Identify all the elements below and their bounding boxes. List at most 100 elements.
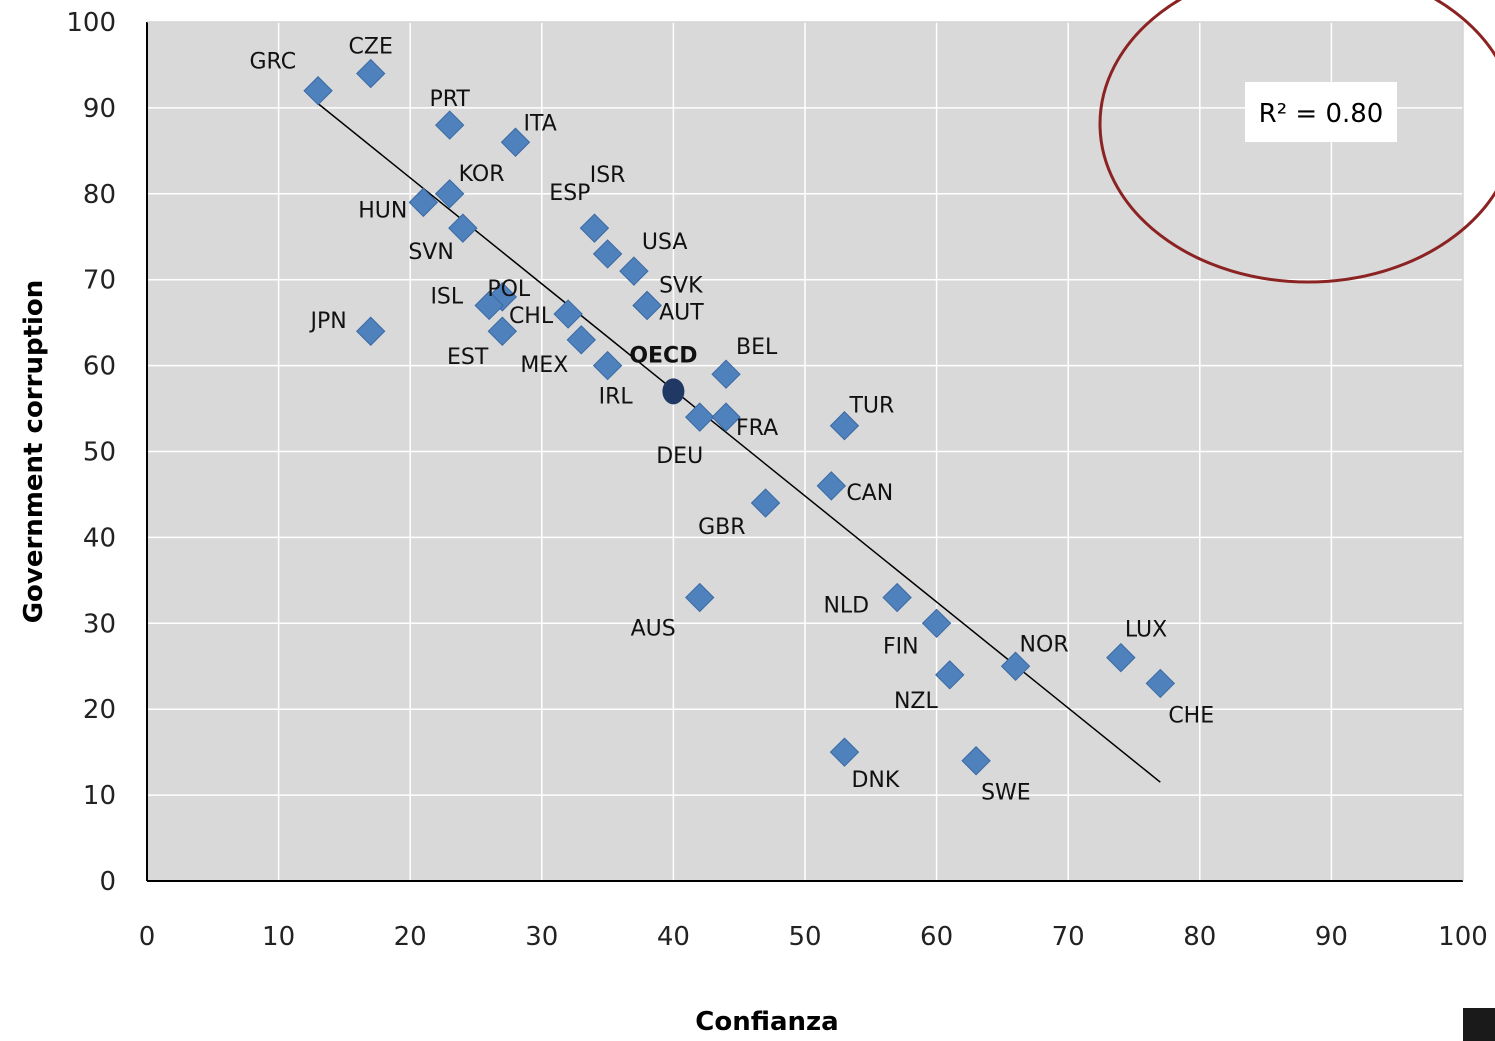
point-label-svn: SVN <box>408 240 453 265</box>
point-deu <box>685 402 715 432</box>
point-label-gbr: GBR <box>698 515 745 540</box>
point-usa <box>619 256 649 286</box>
point-label-hun: HUN <box>358 198 407 223</box>
point-label-deu: DEU <box>656 444 703 469</box>
point-label-prt: PRT <box>429 87 470 112</box>
point-label-svk: SVK <box>659 273 703 298</box>
y-axis-title: Government corruption <box>19 280 49 624</box>
y-tick-label: 10 <box>83 781 116 811</box>
x-tick-label: 20 <box>394 922 427 952</box>
point-isl <box>474 290 504 321</box>
point-label-grc: GRC <box>249 50 296 75</box>
y-tick-label: 90 <box>83 94 116 124</box>
axes <box>146 21 1464 882</box>
data-points <box>303 58 1176 776</box>
point-label-ita: ITA <box>523 111 556 136</box>
y-tick-label: 50 <box>83 438 116 468</box>
y-tick-label: 60 <box>83 352 116 382</box>
point-fra <box>711 402 741 432</box>
point-label-can: CAN <box>846 481 893 506</box>
y-tick-label: 20 <box>83 695 116 725</box>
point-irl <box>592 350 623 381</box>
x-tick-label: 50 <box>788 922 821 952</box>
point-oecd <box>662 378 685 405</box>
point-label-nor: NOR <box>1020 632 1069 657</box>
x-tick-label: 40 <box>657 922 690 952</box>
point-kor <box>434 179 465 209</box>
point-label-chl: CHL <box>509 304 554 329</box>
point-isr <box>592 239 623 269</box>
point-label-swe: SWE <box>981 781 1031 806</box>
point-label-lux: LUX <box>1125 618 1167 643</box>
point-che <box>1145 668 1176 699</box>
x-tick-label: 90 <box>1315 922 1348 952</box>
x-tick-label: 80 <box>1183 922 1216 952</box>
x-tick-label: 30 <box>525 922 558 952</box>
point-mex <box>566 325 596 355</box>
point-cze <box>356 58 386 89</box>
point-grc <box>303 76 333 106</box>
point-prt <box>434 110 465 140</box>
point-label-isr: ISR <box>590 163 626 188</box>
point-svn <box>448 213 478 243</box>
point-aus <box>685 582 715 613</box>
r-squared-text: R² = 0.80 <box>1259 99 1384 129</box>
point-swe <box>961 746 991 776</box>
r-squared-box <box>1245 82 1397 142</box>
point-est <box>487 316 518 346</box>
point-gbr <box>750 488 781 518</box>
point-label-esp: ESP <box>549 181 590 206</box>
highlight-circle <box>1098 0 1495 284</box>
point-esp <box>579 213 610 243</box>
y-tick-label: 100 <box>66 8 116 38</box>
point-aut <box>632 290 662 321</box>
point-chl <box>553 299 583 329</box>
point-label-che: CHE <box>1168 703 1214 728</box>
point-label-fra: FRA <box>736 416 778 441</box>
y-tick-label: 70 <box>83 266 116 296</box>
point-label-bel: BEL <box>736 335 778 360</box>
y-tick-label: 80 <box>83 180 116 210</box>
point-label-tur: TUR <box>848 394 894 419</box>
point-fin <box>921 608 952 639</box>
tick-labels: 0 10 20 30 40 50 60 70 80 90 100 0 10 20 30 40 50 60 70 80 9… <box>66 8 1487 952</box>
x-tick-label: 70 <box>1052 922 1085 952</box>
point-label-fin: FIN <box>883 634 919 659</box>
r-squared-annotation: R² = 0.80 <box>1098 0 1495 284</box>
point-label-nld: NLD <box>823 594 869 619</box>
x-tick-label: 60 <box>920 922 953 952</box>
point-label-jpn: JPN <box>309 309 347 334</box>
point-nld <box>882 582 912 613</box>
point-nzl <box>935 660 965 690</box>
point-lux <box>1106 642 1136 673</box>
point-label-nzl: NZL <box>894 689 939 714</box>
point-label-irl: IRL <box>599 385 634 410</box>
point-label-pol: POL <box>487 277 531 302</box>
point-jpn <box>356 316 386 346</box>
point-bel <box>711 359 741 389</box>
point-can <box>816 471 847 501</box>
point-label-mex: MEX <box>520 353 568 378</box>
point-label-kor: KOR <box>459 162 505 187</box>
point-label-est: EST <box>447 345 489 370</box>
point-tur <box>829 411 860 441</box>
point-nor <box>1000 651 1031 681</box>
point-label-aut: AUT <box>659 300 704 325</box>
x-axis-title: Confianza <box>695 1007 838 1037</box>
corner-square <box>1463 1008 1495 1041</box>
point-hun <box>408 187 439 218</box>
point-label-dnk: DNK <box>851 768 899 793</box>
y-tick-label: 0 <box>99 867 116 897</box>
y-tick-label: 40 <box>83 523 116 553</box>
y-tick-label: 30 <box>83 609 116 639</box>
x-tick-label: 0 <box>139 922 156 952</box>
point-label-cze: CZE <box>349 35 393 60</box>
point-dnk <box>829 737 860 767</box>
point-ita <box>500 127 531 157</box>
point-label-oecd: OECD <box>629 343 697 368</box>
point-label-aus: AUS <box>631 617 676 642</box>
x-tick-label: 10 <box>262 922 295 952</box>
x-tick-label: 100 <box>1438 922 1488 952</box>
